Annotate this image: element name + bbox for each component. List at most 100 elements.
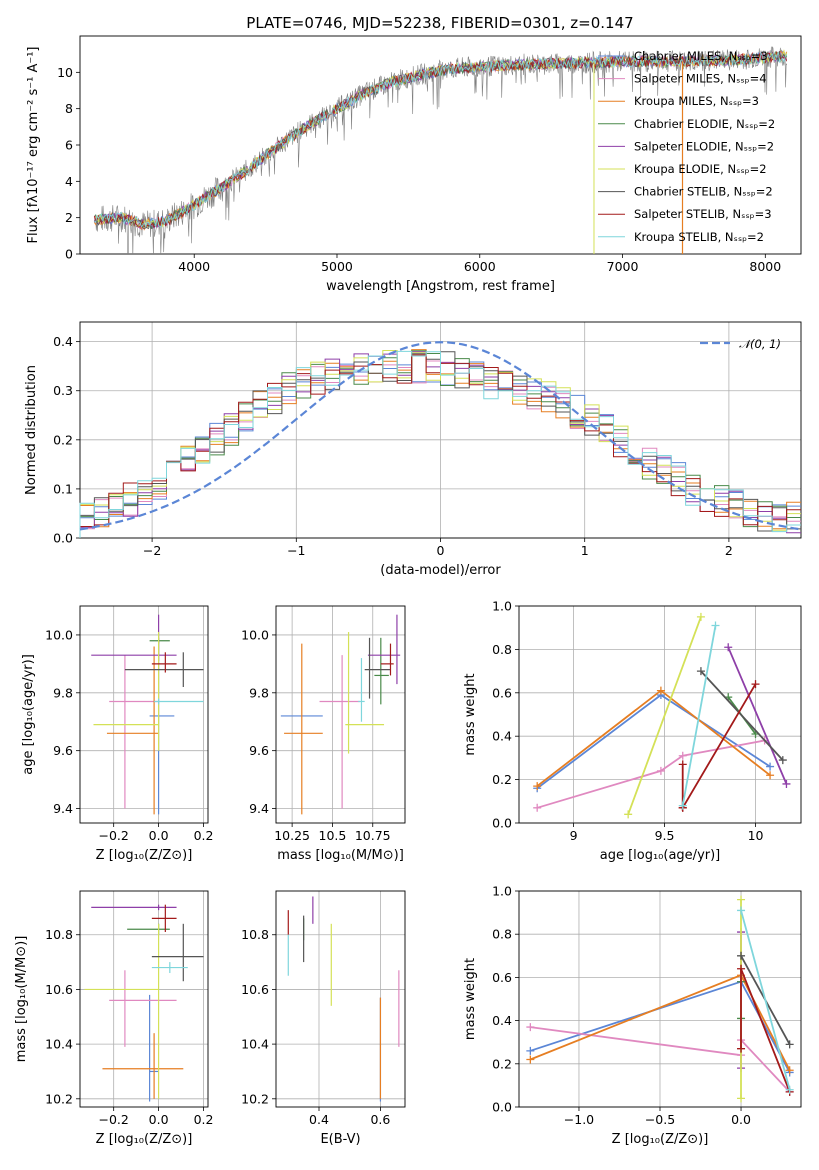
weight-marker bbox=[526, 1046, 535, 1055]
y-tick-label: 0.4 bbox=[53, 334, 73, 349]
x-tick-label: 10.75 bbox=[355, 828, 391, 843]
chart-title: PLATE=0746, MJD=52238, FIBERID=0301, z=0… bbox=[246, 14, 633, 32]
axes-frame bbox=[275, 605, 406, 824]
x-axis-label: (data-model)/error bbox=[380, 563, 501, 578]
y-tick-label: 0.2 bbox=[492, 1056, 512, 1071]
errorbars bbox=[91, 614, 204, 815]
weight-line bbox=[740, 910, 791, 1090]
model-spectrum bbox=[93, 49, 788, 228]
mass-vs-extinction-panel: 0.4 0.6 10.2 10.4 10.6 10.8 E(B-V) bbox=[241, 890, 406, 1147]
y-tick-label: 0.2 bbox=[492, 772, 512, 787]
x-tick-label: 0.2 bbox=[194, 1112, 214, 1127]
x-tick-label: −1.0 bbox=[564, 1112, 594, 1127]
weight-marker bbox=[785, 1085, 794, 1094]
y-tick-label: 0.1 bbox=[53, 481, 73, 496]
y-axis-label: Normed distribution bbox=[24, 365, 39, 495]
x-tick-label: 0.0 bbox=[149, 828, 169, 843]
weight-line bbox=[681, 625, 717, 806]
x-axis-label: Z [log₁₀(Z/Z⊙)] bbox=[96, 848, 193, 863]
y-tick-label: 2 bbox=[65, 210, 73, 225]
weight-line bbox=[681, 683, 757, 812]
weight-marker bbox=[782, 779, 791, 788]
y-tick-label: 0.6 bbox=[492, 685, 512, 700]
x-tick-label: −0.5 bbox=[645, 1112, 675, 1127]
histogram-step bbox=[79, 350, 801, 538]
x-tick-label: 9 bbox=[570, 828, 578, 843]
residuals-panel: −2 −1 0 1 2 0.0 0.1 0.2 0.3 0.4 (data-model)/error… bbox=[24, 321, 802, 578]
axes-frame bbox=[79, 321, 802, 539]
x-axis-label: mass [log₁₀(M/M⊙)] bbox=[277, 848, 404, 863]
weight-lines bbox=[533, 612, 791, 819]
y-tick-label: 0.0 bbox=[53, 531, 73, 546]
age-vs-mass-panel: 10.25 10.5 10.75 9.4 9.6 9.8 10.0 mass [log₁₀(M… bbox=[241, 605, 406, 863]
weight-marker bbox=[533, 803, 542, 812]
weight-marker bbox=[766, 771, 775, 780]
weight-line bbox=[627, 616, 702, 815]
weight-marker bbox=[678, 801, 687, 810]
axes-frame bbox=[518, 605, 802, 824]
y-tick-label: 0.2 bbox=[53, 432, 73, 447]
legend: Chabrier MILES, Nₛₛₚ=3 Salpeter MILES, Nₛ… bbox=[598, 49, 775, 244]
weight-marker bbox=[696, 667, 705, 676]
weight-marker bbox=[533, 782, 542, 791]
weight-marker bbox=[526, 1055, 535, 1064]
x-tick-label: 8000 bbox=[749, 259, 781, 274]
legend-entry: Kroupa MILES, Nₛₛₚ=3 bbox=[634, 94, 759, 108]
weight-lines bbox=[526, 895, 794, 1103]
weight-line bbox=[536, 689, 771, 787]
legend-entry: Salpeter ELODIE, Nₛₛₚ=2 bbox=[634, 139, 774, 153]
axes-frame bbox=[518, 890, 802, 1108]
y-tick-label: 10.2 bbox=[241, 1091, 269, 1106]
y-tick-label: 0.4 bbox=[492, 729, 512, 744]
y-axis-label: Flux [fλ10⁻¹⁷ erg cm⁻² s⁻¹ A⁻¹] bbox=[26, 47, 41, 244]
mass-vs-metallicity-panel: −0.2 0.0 0.2 10.2 10.4 10.6 10.8 Z [log₁₀(Z/Z⊙)… bbox=[14, 890, 214, 1147]
legend-entry: 𝒩(0, 1) bbox=[739, 337, 781, 351]
weight-marker bbox=[778, 756, 787, 765]
y-tick-label: 9.4 bbox=[249, 801, 269, 816]
x-tick-label: 0 bbox=[437, 543, 445, 558]
weight-line bbox=[536, 739, 765, 809]
model-spectrum bbox=[94, 51, 788, 229]
x-tick-label: 9.5 bbox=[655, 828, 675, 843]
legend-entry: Chabrier ELODIE, Nₛₛₚ=2 bbox=[634, 117, 775, 131]
weight-marker bbox=[656, 766, 665, 775]
weight-marker bbox=[711, 621, 720, 630]
weight-marker bbox=[526, 1023, 535, 1032]
weight-marker bbox=[766, 762, 775, 771]
weight-marker bbox=[737, 1094, 746, 1103]
legend-entry: Salpeter STELIB, Nₛₛₚ=3 bbox=[634, 207, 772, 221]
y-tick-label: 1.0 bbox=[492, 599, 512, 614]
x-tick-label: 0.0 bbox=[731, 1112, 751, 1127]
y-axis-label: mass weight bbox=[463, 673, 478, 755]
axes-frame bbox=[79, 890, 209, 1108]
x-axis-label: E(B-V) bbox=[320, 1132, 360, 1147]
weight-marker bbox=[737, 895, 746, 904]
legend-entry: Chabrier STELIB, Nₛₛₚ=2 bbox=[634, 185, 773, 199]
y-tick-label: 9.6 bbox=[53, 743, 73, 758]
weight-marker bbox=[624, 810, 633, 819]
x-tick-label: 10 bbox=[748, 828, 764, 843]
legend-entry: Kroupa ELODIE, Nₛₛₚ=2 bbox=[634, 162, 767, 176]
y-tick-label: 0.0 bbox=[492, 816, 512, 831]
weight-marker bbox=[737, 951, 746, 960]
y-tick-label: 10.0 bbox=[45, 627, 73, 642]
y-tick-label: 9.8 bbox=[53, 685, 73, 700]
y-tick-label: 0.4 bbox=[492, 1013, 512, 1028]
y-tick-label: 4 bbox=[65, 174, 73, 189]
x-tick-label: 4000 bbox=[178, 259, 210, 274]
normal-curve bbox=[79, 341, 802, 531]
x-tick-label: 10.25 bbox=[274, 828, 310, 843]
x-axis-label: wavelength [Angstrom, rest frame] bbox=[326, 279, 555, 294]
errorbars bbox=[287, 896, 400, 1102]
y-axis-label: mass weight bbox=[463, 958, 478, 1040]
y-tick-label: 0 bbox=[65, 247, 73, 262]
weight-vs-metallicity-panel: −1.0 −0.5 0.0 0.0 0.2 0.4 0.6 0.8 1.0 Z [log₁₀(Z/… bbox=[463, 884, 802, 1147]
y-tick-label: 9.4 bbox=[53, 801, 73, 816]
y-tick-label: 10.2 bbox=[45, 1091, 73, 1106]
x-tick-label: −2 bbox=[143, 543, 161, 558]
y-tick-label: 8 bbox=[65, 101, 73, 116]
weight-marker bbox=[656, 686, 665, 695]
spectrum-lines bbox=[93, 46, 788, 254]
x-tick-label: 2 bbox=[725, 543, 733, 558]
